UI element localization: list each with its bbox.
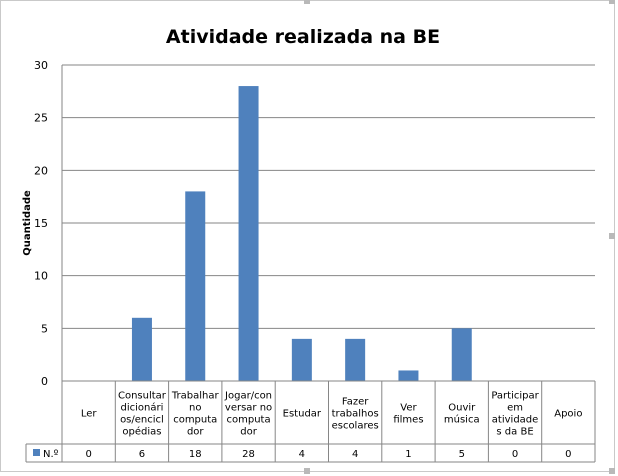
category-label: Apoio [554,409,582,420]
category-label: no [189,403,201,414]
category-label: Trabalhar [171,391,220,402]
y-tick-label: 10 [34,270,48,283]
bar [451,328,472,381]
category-label: versar no [225,403,272,414]
y-axis-label: Quantidade [22,190,33,256]
bar [185,191,206,381]
data-table-value: 6 [139,449,145,460]
y-tick-label: 25 [34,112,48,125]
category-label: Ler [81,409,98,420]
category-label: Ouvir [448,403,476,414]
category-label: atividade [492,415,539,426]
resize-handle-top-right[interactable] [609,0,615,4]
category-label: s da BE [496,427,533,438]
bar [398,370,419,381]
data-table-value: 5 [459,449,465,460]
y-tick-label: 20 [34,164,48,177]
y-tick-label: 15 [34,217,48,230]
y-tick-label: 0 [41,375,48,388]
bar [291,338,312,381]
data-table-value: 0 [85,449,91,460]
data-table-value: 0 [565,449,571,460]
legend-series-name: N.º [43,449,59,460]
category-label: opédias [122,426,161,438]
category-label: Ver [400,403,417,414]
bar [131,317,152,381]
resize-handle-bottom[interactable] [304,468,310,474]
category-label: os/encicl [120,415,164,426]
data-table-value: 18 [189,449,202,460]
category-label: computa [227,415,271,426]
bars [131,86,472,382]
category-label: dicionári [121,402,164,414]
data-table-value: 0 [512,449,518,460]
category-label: trabalhos [332,409,379,420]
category-label: escolares [332,421,379,432]
data-table-value: 1 [405,449,411,460]
category-label: música [444,414,480,426]
category-label: Fazer [342,397,369,408]
bar [238,86,259,382]
category-label: computa [173,415,217,426]
data-table-value: 4 [299,449,305,460]
category-label: Participar [491,391,539,402]
category-label: dor [187,427,204,438]
y-tick-labels: 0 5 10 15 20 25 30 [34,59,48,388]
legend-key [33,449,40,456]
resize-handle-bottom-right[interactable] [609,468,615,474]
resize-handle-top[interactable] [304,0,310,4]
category-label: filmes [393,415,423,426]
y-tick-label: 30 [34,59,48,72]
category-label: Consultar [118,391,167,402]
category-label: dor [240,427,257,438]
bar [345,338,366,381]
data-table-value: 4 [352,449,358,460]
category-label: em [507,403,523,414]
resize-handle-right[interactable] [609,233,615,239]
category-label: Estudar [283,409,322,420]
category-label: Jogar/con [224,391,272,402]
y-tick-label: 5 [41,322,48,335]
data-table-value: 28 [242,449,255,460]
chart-title: Atividade realizada na BE [166,26,440,48]
